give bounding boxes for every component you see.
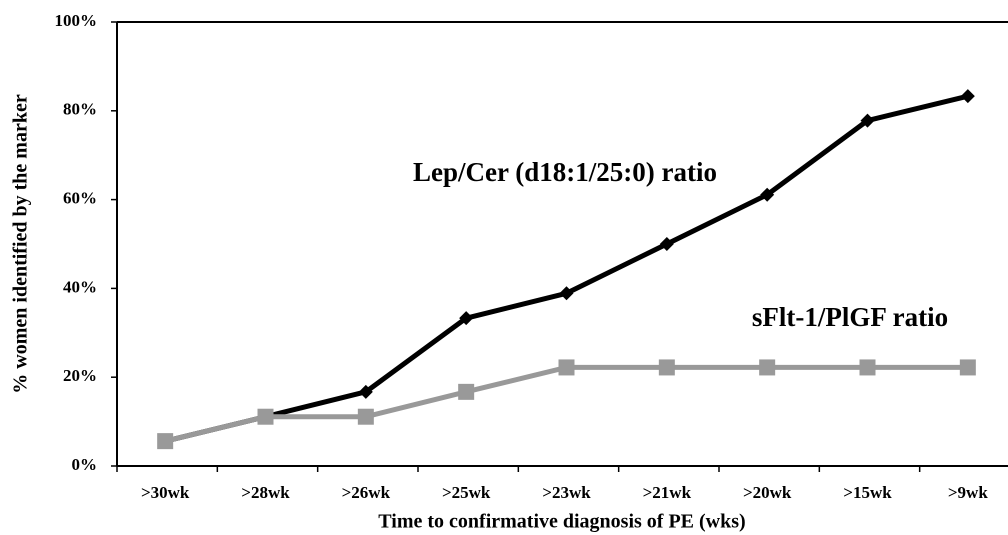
x-tick-label: >20wk [743,483,792,502]
series-line [164,364,968,444]
marker [859,359,876,376]
x-tick-label: >15wk [843,483,892,502]
marker [157,433,174,450]
x-axis-title: Time to confirmative diagnosis of PE (wk… [378,511,745,533]
x-tick-label: >30wk [141,483,190,502]
series-label: Lep/Cer (d18:1/25:0) ratio [413,157,717,187]
x-tick-label: >28wk [241,483,290,502]
y-tick-label: 0% [72,455,98,474]
marker [959,359,976,376]
marker [458,383,475,400]
marker [760,187,775,202]
marker [257,408,274,425]
x-tick-label: >23wk [542,483,591,502]
marker [358,384,373,399]
y-axis-title: % women identified by the marker [10,94,32,394]
marker [860,113,875,128]
y-tick-label: 40% [63,277,97,296]
x-tick-label: >26wk [342,483,391,502]
y-tick-label: 60% [63,189,97,208]
marker [357,408,374,425]
x-tick-label: >25wk [442,483,491,502]
series-label: sFlt-1/PlGF ratio [752,302,948,332]
marker [558,359,575,376]
marker [960,89,975,104]
series-line [164,93,969,444]
y-tick-label: 80% [63,100,97,119]
marker [659,237,674,251]
marker [559,286,574,301]
y-tick-label: 20% [63,366,97,385]
marker [459,311,474,326]
y-tick-label: 100% [55,11,98,30]
marker [759,359,776,376]
marker [658,359,675,376]
x-tick-label: >21wk [643,483,692,502]
x-tick-label: >9wk [948,483,988,502]
